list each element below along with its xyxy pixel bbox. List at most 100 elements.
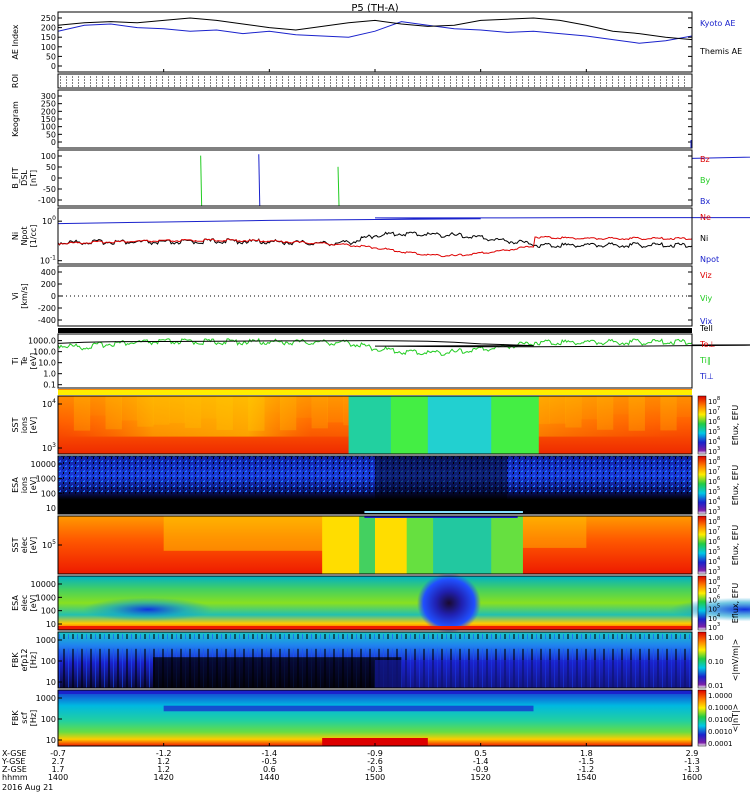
sst-ion-block <box>644 396 660 412</box>
fbk-e-ylabel: [Hz] <box>29 652 38 668</box>
sst-elec-colorbar <box>697 515 707 575</box>
xaxis-tick-value: -0.9 <box>473 765 489 774</box>
esa-ion-ylabel: [eV] <box>29 477 38 494</box>
xaxis-tick-value: 1520 <box>470 773 490 782</box>
sst-ion-block <box>596 396 614 430</box>
esa-elec-tick-label: 1000 <box>36 593 56 602</box>
fbk-e-colorbar-tick: 1.00 <box>708 634 724 642</box>
esa-ion-colorbar-tick: 108 <box>708 456 720 466</box>
fbk-b-bottom-red <box>322 738 428 746</box>
xaxis-tick-value: 1.7 <box>52 765 65 774</box>
keogram-tick-label: 300 <box>41 92 56 101</box>
sst-ion-colorbar-tick: 103 <box>708 446 720 456</box>
sst-ion-block <box>295 396 313 418</box>
xaxis-tick-value: 1540 <box>576 773 596 782</box>
xaxis-tick-value: 2.9 <box>686 749 699 758</box>
esa-elec-colorbar-tick: 108 <box>708 576 720 586</box>
sst-ion-block <box>216 396 233 431</box>
ae-ylabel: AE Index <box>11 24 20 59</box>
fbk-e-colorbar <box>697 631 707 689</box>
sst-ion-colorbar-label: Eflux, EFU <box>731 405 740 446</box>
esa-ion-bottom <box>58 501 692 514</box>
fbk-b-colorbar-tick: 0.0001 <box>708 740 733 748</box>
vi-legend-entry: Viz <box>700 271 712 280</box>
fbk-b-ylabel: [Hz] <box>29 710 38 726</box>
xaxis-tick-value: 1.8 <box>580 749 593 758</box>
fbk-e-top-bars <box>58 634 692 639</box>
ti-tick-label: 0.1 <box>43 381 56 390</box>
sst-ion-lobe-core <box>427 396 492 454</box>
esa-ion-panel-frame <box>57 455 693 515</box>
bfit-spike-by <box>200 155 203 207</box>
esa-elec-colorbar-tick: 105 <box>708 604 720 614</box>
xaxis-tick-value: 2.7 <box>52 757 65 766</box>
xaxis-tick-value: -1.5 <box>579 757 595 766</box>
sst-ion-panel-frame <box>57 395 693 455</box>
sst-elec-colorbar-label: Eflux, EFU <box>731 525 740 566</box>
ti-legend-entry: Ti⊥ <box>699 372 714 381</box>
sst-ion-block <box>279 396 297 431</box>
ti-ylabel: Ti <box>11 358 20 366</box>
ni-ylabel: [1/cc] <box>29 225 38 248</box>
sst-ion-block <box>612 396 630 415</box>
xaxis-tick-value: -1.4 <box>262 749 278 758</box>
keogram-tick-label: 100 <box>41 123 56 132</box>
sst-ion-ylabel: [eV] <box>29 417 38 434</box>
ti-tick-label: 10.0 <box>38 359 56 368</box>
keogram-tick-label: 150 <box>41 115 56 124</box>
esa-elec-colorbar-tick: 107 <box>708 585 720 595</box>
roi-panel-frame <box>57 73 693 89</box>
xaxis-tick-value: -0.3 <box>367 765 383 774</box>
ae-series-themis-ae <box>57 17 693 41</box>
vi-ylabel: Vi <box>11 292 20 300</box>
sst-ion-block <box>105 396 122 430</box>
xaxis-tick-value: 1600 <box>682 773 702 782</box>
sst-elec-colorbar-tick: 108 <box>708 516 720 526</box>
xaxis-tick-value: 1.2 <box>157 757 170 766</box>
bfit-tick-label: -100 <box>38 196 56 205</box>
sst-ion-block <box>565 396 582 428</box>
separator-strip <box>58 389 692 395</box>
xaxis-tick-value: -0.7 <box>50 749 66 758</box>
xaxis-tick-value: -0.9 <box>367 749 383 758</box>
vi-legend-entry: Vix <box>700 317 713 326</box>
fbk-b-colorbar <box>697 689 707 747</box>
keogram-tick-label: 50 <box>46 130 56 139</box>
sst-elec-colorbar-tick: 104 <box>708 556 721 566</box>
sst-ion-block <box>581 396 598 420</box>
sst-ion-block <box>311 396 328 429</box>
esa-ion-colorbar-tick: 105 <box>708 486 720 496</box>
xaxis-tick-value: -1.4 <box>473 757 489 766</box>
ni-tick-label: 100 <box>42 215 56 226</box>
fbk-e-tick-label: 100 <box>41 657 56 666</box>
esa-elec-colorbar-tick: 104 <box>708 613 721 623</box>
xaxis-row-label: Y-GSE <box>1 757 25 766</box>
esa-ion-ylabel: ESA <box>11 477 20 493</box>
ni-legend-entry: Ni <box>700 234 708 243</box>
ni-series-npot <box>57 231 693 249</box>
sst-ion-block <box>232 396 248 414</box>
ti-series-tell <box>57 340 750 348</box>
fbk-e-panel-frame <box>57 631 693 689</box>
esa-ion-lobe <box>375 456 508 514</box>
bfit-spike-bx <box>258 154 261 207</box>
ae-tick-label: 0 <box>51 62 56 71</box>
ti-ylabel: [eV] <box>29 353 38 370</box>
esa-elec-tick-label: 100 <box>41 607 56 616</box>
xaxis-tick-value: 1500 <box>365 773 385 782</box>
sst-elec-band <box>163 516 349 551</box>
esa-elec-ylabel: ESA <box>11 595 20 611</box>
bfit-ylabel: DSL <box>20 170 29 186</box>
sst-ion-block <box>660 396 677 431</box>
sst-ion-ylabel: SST <box>11 417 20 432</box>
ti-tick-label: 1.0 <box>43 370 56 379</box>
fbk-b-colorbar-label: <|nT|> <box>731 704 740 733</box>
vi-tick-label: 0 <box>51 292 56 301</box>
esa-elec-panel-frame <box>57 575 693 631</box>
xaxis-tick-value: 1420 <box>153 773 173 782</box>
esa-ion-colorbar-tick: 103 <box>708 506 720 516</box>
keogram-ylabel: Keogram <box>11 101 20 137</box>
sst-ion-colorbar-tick: 105 <box>708 426 720 436</box>
fbk-b-tick-label: 10 <box>46 736 56 745</box>
